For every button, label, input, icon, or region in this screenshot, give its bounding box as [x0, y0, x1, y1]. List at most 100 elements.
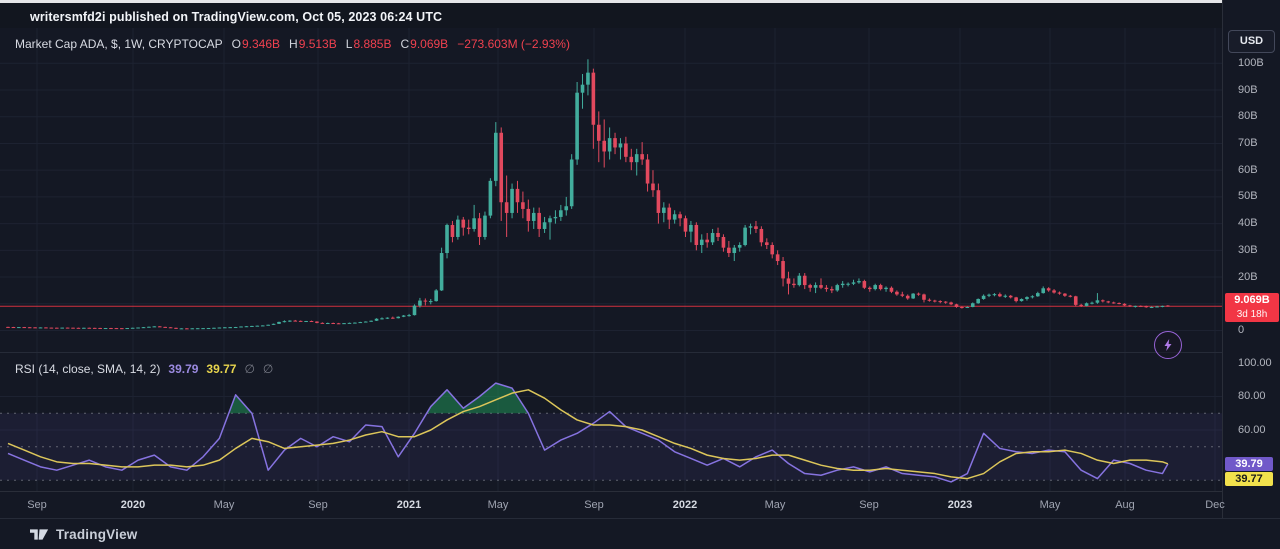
time-axis-label: 2022: [672, 499, 698, 511]
candle-body: [867, 287, 872, 290]
candle-body: [938, 301, 943, 303]
candle-body: [602, 140, 606, 152]
candle-body: [781, 261, 785, 279]
candle-body: [320, 322, 325, 324]
candle-body: [33, 327, 37, 329]
candle-body: [770, 244, 775, 255]
candle-body: [6, 326, 10, 328]
candle-body: [1106, 301, 1111, 303]
candle-body: [862, 281, 867, 288]
time-axis[interactable]: Sep 2020 May Sep 2021 May Sep 2022 May Sep 2023 May…: [0, 492, 1225, 518]
candle-body: [304, 321, 308, 323]
candle-body: [1166, 305, 1170, 307]
candle-body: [1117, 302, 1121, 304]
publish-info: writersmfd2i published on TradingView.co…: [30, 10, 443, 24]
bar-countdown: 3d 18h: [1236, 309, 1268, 320]
candle-body: [87, 327, 92, 329]
candle-body: [851, 282, 856, 284]
candle-body: [976, 298, 980, 304]
candle-body: [277, 321, 281, 324]
candle-body: [11, 327, 16, 329]
candle-body: [363, 321, 368, 323]
time-axis-label: Sep: [584, 499, 604, 511]
candle-body: [548, 218, 552, 223]
window-edge-strip: [0, 0, 1280, 3]
candle-body: [613, 138, 617, 148]
candle-body: [1025, 297, 1029, 299]
candle-body: [1063, 293, 1067, 296]
candle-body: [391, 317, 395, 319]
candle-body: [1008, 295, 1013, 298]
candle-body: [98, 327, 102, 329]
candle-body: [1095, 300, 1100, 303]
candle-body: [1090, 302, 1094, 304]
candle-body: [569, 159, 574, 207]
price-axis-tick: 70B: [1238, 136, 1258, 149]
candle-body: [141, 327, 146, 329]
candle-body: [575, 92, 579, 160]
candle-body: [759, 228, 764, 243]
candle-body: [911, 293, 915, 299]
rsi-value: 39.79: [168, 362, 199, 376]
tradingview-logo[interactable]: TradingView: [30, 527, 137, 542]
candle-body: [336, 323, 341, 325]
candle-body: [49, 327, 54, 329]
candle-body: [1041, 288, 1046, 294]
candle-body: [293, 320, 298, 322]
candle-body: [537, 212, 541, 229]
candle-body: [689, 224, 693, 232]
candle-body: [792, 283, 796, 286]
candle-body: [331, 323, 335, 325]
candle-body: [1057, 292, 1062, 294]
currency-toggle-button[interactable]: USD: [1228, 30, 1275, 53]
candle-body: [645, 159, 650, 184]
candle-body: [732, 247, 737, 254]
candle-body: [916, 293, 921, 295]
candle-body: [927, 299, 932, 301]
candle-body: [228, 327, 233, 329]
candle-body: [889, 287, 894, 292]
candle-body: [607, 138, 612, 152]
candle-body: [282, 321, 287, 323]
candle-body: [878, 285, 883, 290]
candle-body: [1149, 306, 1154, 308]
candle-body: [488, 180, 493, 216]
rsi-value-badge: 39.79: [1225, 457, 1273, 471]
candle-body: [716, 232, 720, 237]
candle-body: [1073, 296, 1078, 305]
candle-body: [1101, 300, 1105, 302]
candle-body: [987, 294, 991, 296]
price-axis-tick: 30B: [1238, 243, 1258, 256]
candle-body: [521, 202, 525, 209]
candle-body: [461, 219, 466, 228]
candle-body: [244, 326, 249, 328]
candle-body: [185, 328, 189, 330]
candle-body: [103, 328, 108, 330]
rsi-title[interactable]: RSI (14, close, SMA, 14, 2): [15, 362, 161, 376]
candle-body: [970, 303, 975, 307]
candle-body: [1155, 306, 1159, 308]
price-axis[interactable]: USD 9.069B 3d 18h 39.79 39.77 100B 90B 80B…: [1222, 0, 1280, 518]
candle-body: [765, 242, 769, 245]
ohlc-value: 9.346B: [241, 37, 281, 51]
candle-body: [531, 212, 536, 221]
flash-action-button[interactable]: [1154, 331, 1182, 359]
empty-set-icon: ∅: [244, 362, 255, 376]
symbol-title[interactable]: Market Cap ADA, $, 1W, CRYPTOCAP: [15, 37, 223, 51]
candle-body: [125, 328, 130, 330]
price-axis-tick: 80B: [1238, 110, 1258, 123]
candle-body: [147, 326, 151, 328]
ohlc-label: L: [345, 37, 353, 51]
ohlc-item: L 8.885B: [346, 37, 392, 51]
time-axis-label: 2023: [947, 499, 973, 511]
candle-body: [515, 188, 520, 203]
candle-body: [542, 222, 547, 229]
candle-body: [1019, 298, 1024, 302]
candle-body: [510, 188, 514, 213]
candle-body: [472, 218, 476, 229]
candle-body: [1138, 305, 1143, 307]
candle-body: [168, 327, 173, 329]
candle-body: [342, 323, 346, 325]
candle-body: [412, 305, 417, 316]
